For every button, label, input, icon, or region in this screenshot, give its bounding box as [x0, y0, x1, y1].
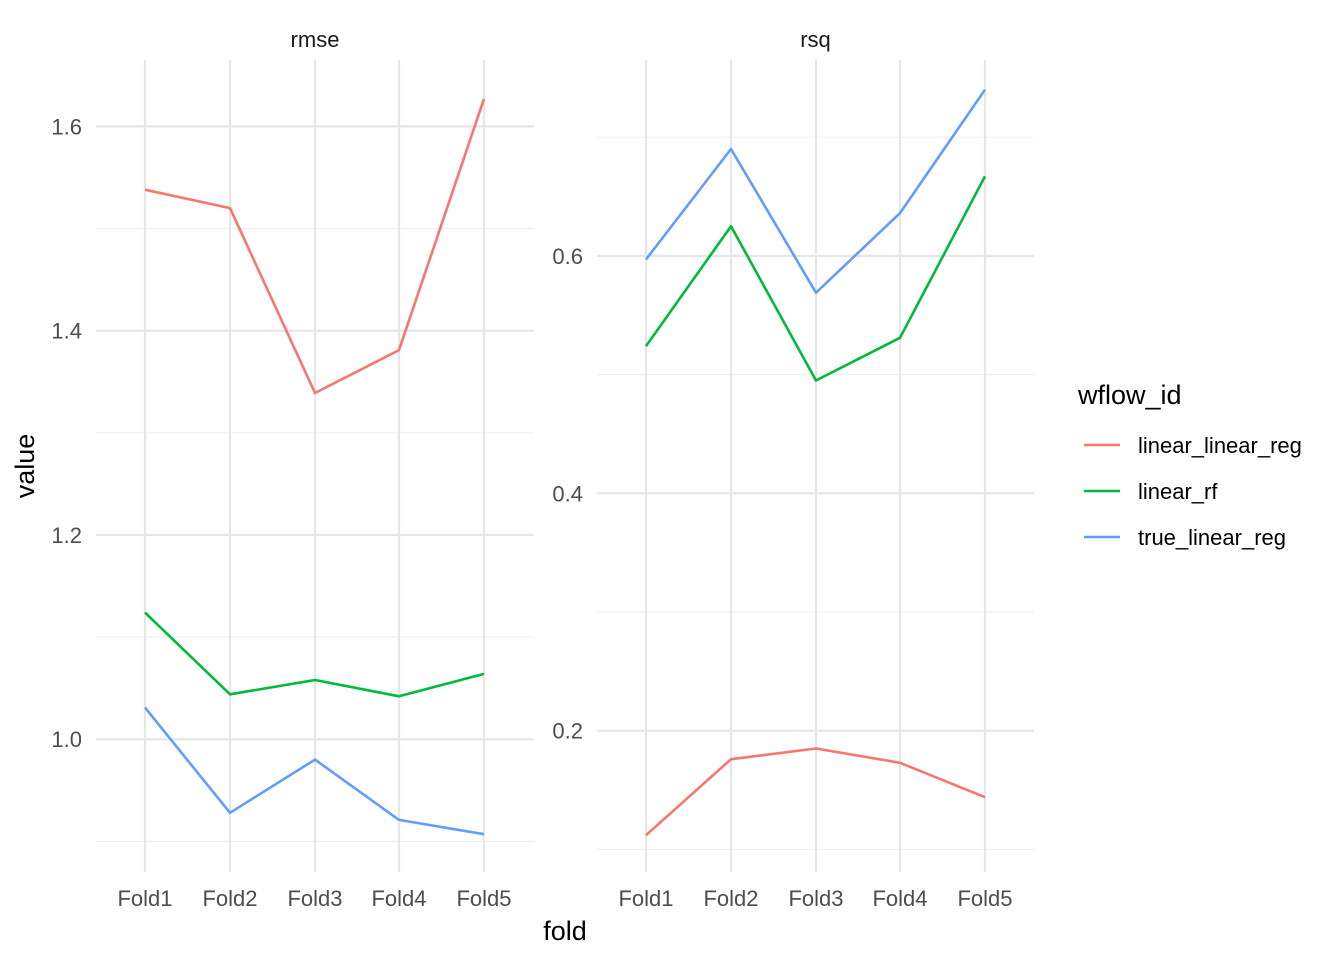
y-tick-label: 0.6 [552, 244, 583, 269]
series-line-true-linear-reg [644, 88, 987, 295]
panels-layer: rmse 1.0 1.2 1.4 1.6 Fold1 Fold2 Fold3 Fold4 Fold… [51, 27, 1034, 911]
x-tick-label: Fold2 [703, 886, 758, 911]
y-tick-label: 1.2 [51, 523, 82, 548]
panel-rsq: rsq 0.2 0.4 0.6 Fold1 Fold2 Fold3 Fold4 Fold5 [552, 27, 1034, 911]
y-tick-label: 1.4 [51, 319, 82, 344]
y-tick-label: 0.4 [552, 481, 583, 506]
legend-label-linear-rf: linear_rf [1138, 479, 1218, 504]
x-tick-label: Fold1 [618, 886, 673, 911]
y-tick-label: 1.6 [51, 114, 82, 139]
series-line-linear-linear-reg [144, 98, 486, 395]
y-axis-title: value [10, 434, 40, 499]
panel-title: rmse [291, 27, 340, 52]
legend-label-true-linear-reg: true_linear_reg [1138, 525, 1286, 550]
legend: wflow_id linear_linear_reg linear_rf true_l… [1077, 380, 1302, 550]
series-line-linear-linear-reg [645, 747, 986, 837]
x-tick-label: Fold3 [287, 886, 342, 911]
x-tick-label: Fold4 [872, 886, 927, 911]
series-line-true-linear-reg [143, 706, 485, 836]
y-tick-label: 0.2 [552, 719, 583, 744]
panel-title: rsq [800, 27, 831, 52]
x-tick-label: Fold4 [371, 886, 426, 911]
y-tick-label: 1.0 [51, 727, 82, 752]
series-line-linear-rf [644, 175, 987, 382]
x-tick-label: Fold3 [788, 886, 843, 911]
x-tick-label: Fold1 [117, 886, 172, 911]
series-line-linear-rf [144, 611, 485, 698]
legend-title: wflow_id [1077, 380, 1182, 410]
x-tick-label: Fold5 [957, 886, 1012, 911]
legend-label-linear-linear-reg: linear_linear_reg [1138, 433, 1302, 458]
x-axis-title: fold [543, 916, 587, 946]
x-tick-label: Fold5 [456, 886, 511, 911]
x-tick-label: Fold2 [202, 886, 257, 911]
panel-rmse: rmse 1.0 1.2 1.4 1.6 Fold1 Fold2 Fold3 Fold4 Fold… [51, 27, 534, 911]
